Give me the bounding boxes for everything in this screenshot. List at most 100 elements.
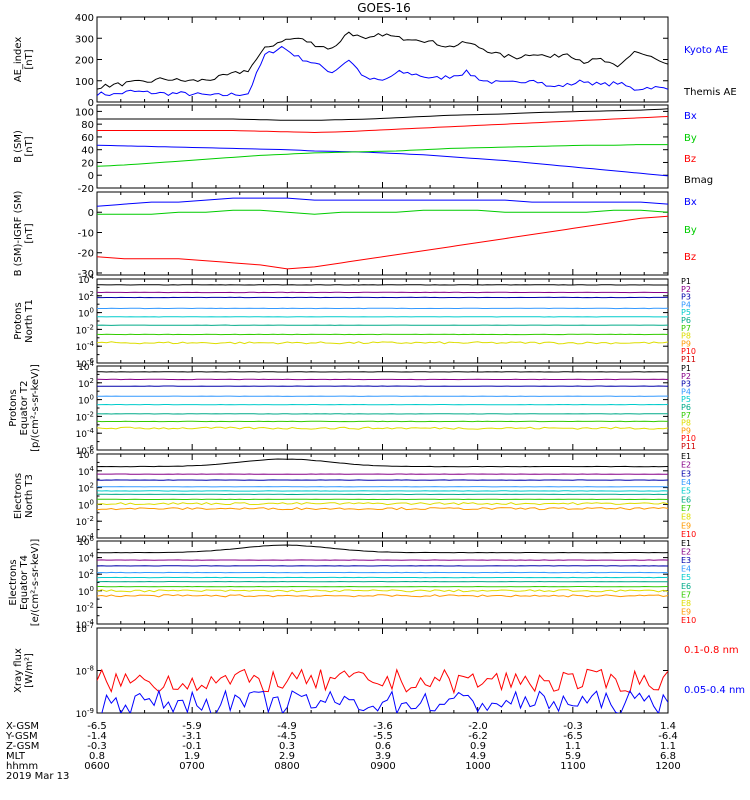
legend-entry: E2 [681, 461, 691, 470]
legend-entry: E5 [681, 573, 691, 582]
x-axis-value: -0.3 [87, 741, 107, 752]
y-axis-label: Equator T2 [19, 381, 30, 436]
x-axis-value: 0.9 [470, 741, 486, 752]
panel-frame [96, 365, 669, 451]
legend-entry: E10 [681, 616, 696, 625]
x-axis-value: 1.4 [660, 721, 676, 732]
x-axis-value: -2.0 [468, 721, 488, 732]
y-axis-label: [e/(cm²-s-sr-keV)] [30, 539, 41, 627]
panel-7: Electrons Equator T4 [e/(cm²-s-sr-keV)] 106… [8, 535, 696, 631]
series-line-E1 [97, 544, 668, 554]
legend-entry: E6 [681, 582, 691, 591]
x-axis-value: -3.1 [182, 731, 202, 742]
legend-entry: P1 [681, 277, 691, 286]
y-tick-label: 10-2 [76, 515, 94, 528]
x-axis-value: 1200 [655, 761, 680, 772]
x-axis-row-label: Y-GSM [5, 731, 38, 742]
legend-entry: P10 [681, 434, 696, 443]
y-axis-label: [nT] [24, 223, 35, 243]
legend-entry: P1 [681, 364, 691, 373]
panel-4: Protons North T110410210010-210-410-6P1P2… [13, 273, 696, 370]
series-line-E9 [97, 507, 668, 511]
y-tick-label: 0 [88, 171, 94, 182]
legend-entry: Kyoto AE [684, 45, 728, 56]
x-axis-value: -5.9 [182, 721, 202, 732]
legend-entry: E9 [681, 521, 691, 530]
series-group [97, 458, 668, 511]
legend-entry: E8 [681, 513, 691, 522]
y-tick-label: 102 [78, 568, 94, 581]
y-tick-label: 10-7 [76, 622, 94, 635]
x-axis-value: 1.1 [565, 741, 581, 752]
y-tick-label: 100 [78, 498, 94, 511]
y-axis-label: North T1 [24, 299, 35, 343]
y-tick-label: 0 [88, 208, 94, 219]
legend-entry: Bx [684, 111, 697, 122]
x-axis-value: 1000 [465, 761, 490, 772]
series-line-E8 [97, 502, 668, 506]
legend-entry: 0.1-0.8 nm [684, 645, 739, 656]
y-axis-label: Protons [8, 389, 19, 426]
y-tick-label: 100 [75, 77, 94, 88]
y-axis-label: [W/m²] [24, 653, 35, 688]
y-axis-label: Protons [13, 302, 24, 339]
x-axis-row-label: Z-GSM [6, 741, 39, 752]
legend-entry: By [684, 225, 697, 236]
y-tick-label: -10 [78, 228, 94, 239]
series-line-By [97, 209, 668, 215]
y-tick-label: 104 [78, 273, 94, 286]
panel-frame [96, 104, 669, 189]
series-line-By [97, 144, 668, 167]
y-tick-label: 10-4 [76, 532, 95, 545]
legend-entry: P11 [681, 442, 696, 451]
y-tick-label: 104 [78, 552, 94, 565]
panel-frame [96, 16, 669, 103]
y-tick-label: 106 [78, 448, 94, 461]
legend-entry: Bx [684, 197, 697, 208]
legend-entry: Bz [684, 252, 696, 263]
legend-entry: P7 [681, 411, 691, 420]
x-axis-value: 0800 [274, 761, 299, 772]
x-axis-value: 0.6 [375, 741, 391, 752]
legend-entry: E1 [681, 539, 691, 548]
series-group [97, 284, 668, 345]
panel-8: Xray flux [W/m²] 10-7 10-8 10-9 0.1-0.8 nm 0.0… [13, 622, 745, 720]
legend-entry: Bmag [684, 175, 713, 186]
y-tick-label: 100 [75, 107, 94, 118]
legend-entry: E9 [681, 607, 691, 616]
legend-entry: P6 [681, 403, 691, 412]
legend-entry: E1 [681, 452, 691, 461]
series-group [97, 668, 668, 713]
panel-3: B (SM)-IGRF (SM) [nT] -30 -20 -10 0 Bx By Bz [13, 191, 697, 280]
x-axis-value: -4.9 [277, 721, 297, 732]
legend-entry: Bz [684, 154, 696, 165]
legend-entry: P7 [681, 324, 691, 333]
series-line-E9 [97, 594, 668, 598]
x-axis-value: -6.2 [468, 731, 488, 742]
legend-entry: By [684, 133, 697, 144]
legend-entry: P2 [681, 285, 691, 294]
y-tick-label: 10-6 [76, 357, 95, 370]
y-tick-label: 40 [81, 146, 94, 157]
y-axis-label: B (SM) [13, 130, 24, 163]
legend-entry: P9 [681, 339, 691, 348]
x-axis-value: -6.4 [658, 731, 678, 742]
panel-frame [96, 191, 669, 276]
legend-entry: E10 [681, 530, 696, 539]
x-axis-row-label: hhmm [6, 761, 38, 772]
y-axis-label: [nT] [24, 136, 35, 156]
y-tick-label: 10-4 [76, 618, 95, 631]
y-axis-label: [p/(cm²-s-sr-keV)] [30, 364, 41, 452]
y-axis-label: Xray flux [13, 648, 24, 693]
panel-5: Protons Equator T2 [p/(cm²-s-sr-keV)] 10410… [8, 360, 696, 457]
legend-entry: P9 [681, 426, 691, 435]
series-group [97, 371, 668, 430]
legend-entry: E7 [681, 590, 691, 599]
series-line-Bmag [97, 108, 668, 121]
legend-entry: E3 [681, 469, 691, 478]
series-group [97, 108, 668, 177]
date-label: 2019 Mar 13 [6, 771, 69, 782]
x-axis-value: -5.5 [373, 731, 393, 742]
x-axis-value: -3.6 [373, 721, 393, 732]
